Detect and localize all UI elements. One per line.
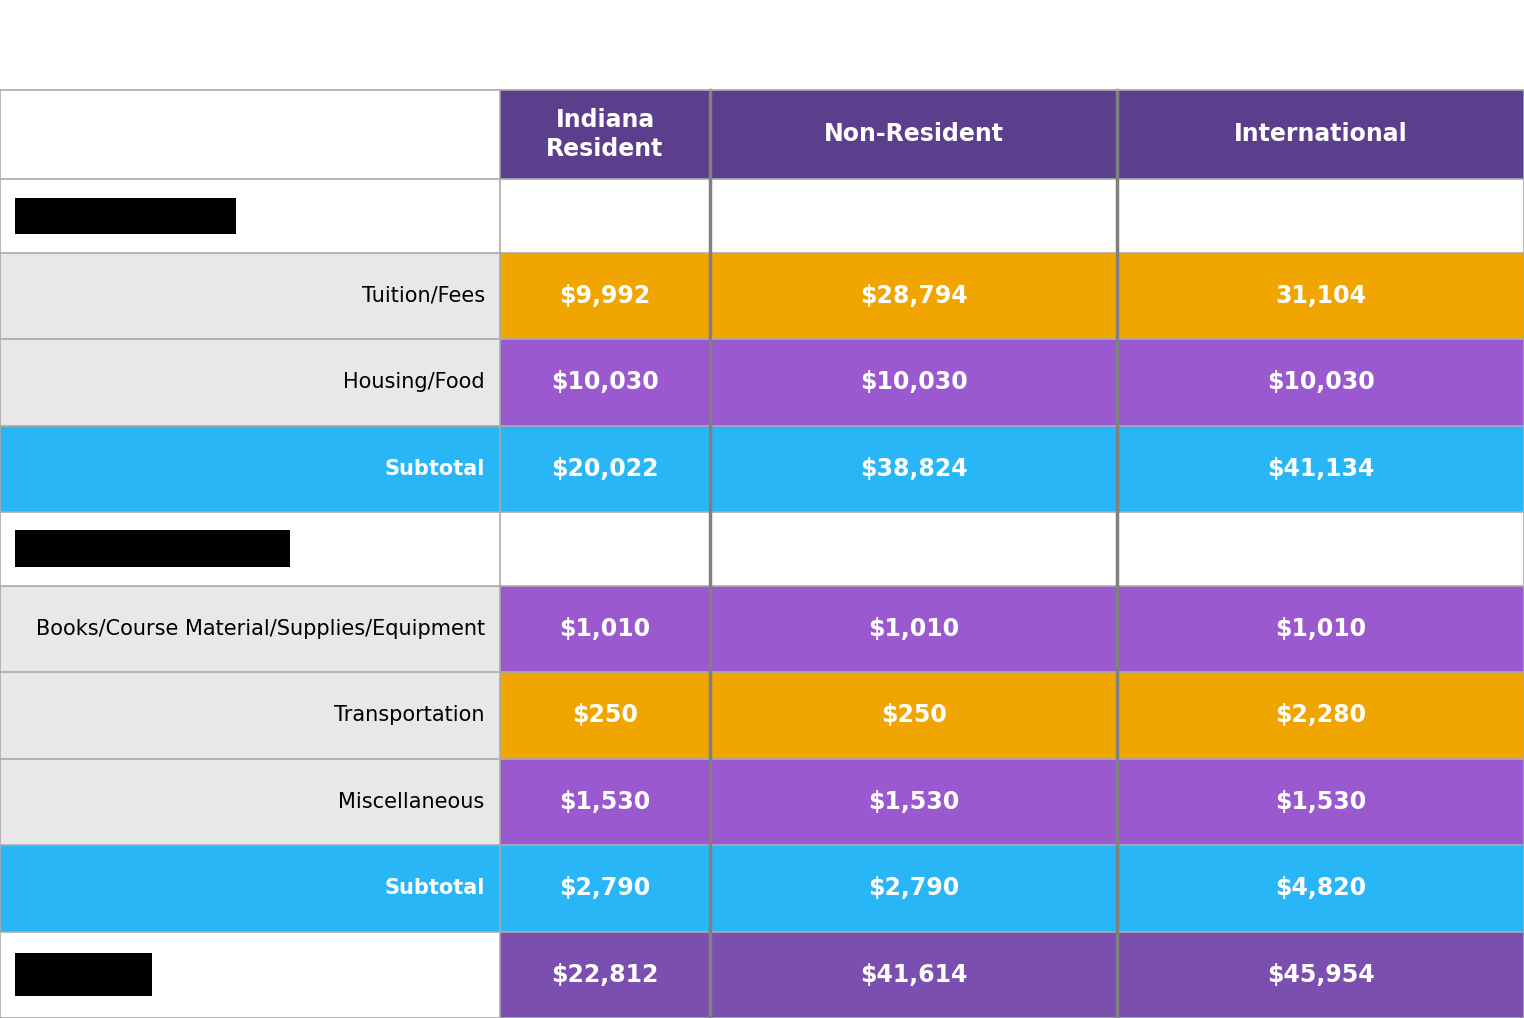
Bar	[0, 179, 500, 252]
Bar	[15, 530, 290, 567]
Bar	[710, 0, 1117, 90]
Bar	[0, 512, 500, 585]
Text: $41,134: $41,134	[1266, 457, 1375, 480]
Bar	[500, 426, 710, 512]
Bar	[1117, 426, 1524, 512]
Bar	[500, 845, 710, 931]
Bar	[0, 672, 500, 758]
Bar	[710, 931, 1117, 1018]
Text: Non-Resident: Non-Resident	[823, 122, 1004, 147]
Bar	[710, 339, 1117, 426]
Text: International: International	[1233, 122, 1408, 147]
Text: Indiana
Resident: Indiana Resident	[546, 108, 664, 161]
Text: $41,614: $41,614	[860, 963, 968, 986]
Bar	[500, 339, 710, 426]
Bar	[500, 179, 710, 252]
Text: $2,280: $2,280	[1276, 703, 1366, 727]
Bar	[710, 179, 1117, 252]
Bar	[710, 512, 1117, 585]
Bar	[710, 252, 1117, 339]
Text: $28,794: $28,794	[860, 284, 968, 307]
Text: $1,530: $1,530	[869, 790, 959, 813]
Bar	[500, 252, 710, 339]
Bar	[500, 0, 710, 90]
Bar	[1117, 90, 1524, 179]
Bar	[710, 90, 1117, 179]
Text: $10,030: $10,030	[860, 371, 968, 394]
Text: $38,824: $38,824	[860, 457, 968, 480]
Bar	[15, 953, 152, 997]
Bar	[500, 512, 710, 585]
Text: Subtotal: Subtotal	[384, 879, 485, 898]
Text: $10,030: $10,030	[1266, 371, 1375, 394]
Bar	[500, 931, 710, 1018]
Bar	[710, 585, 1117, 672]
Bar	[0, 845, 500, 931]
Bar	[1117, 931, 1524, 1018]
Bar	[1117, 252, 1524, 339]
Bar	[1117, 0, 1524, 90]
Text: $1,530: $1,530	[1276, 790, 1366, 813]
Bar	[0, 931, 500, 1018]
Text: Books/Course Material/Supplies/Equipment: Books/Course Material/Supplies/Equipment	[35, 619, 485, 639]
Bar	[1117, 179, 1524, 252]
Bar	[0, 758, 500, 845]
Text: $250: $250	[881, 703, 946, 727]
Text: $1,010: $1,010	[869, 617, 959, 641]
Bar	[0, 339, 500, 426]
Bar	[500, 585, 710, 672]
Text: $9,992: $9,992	[559, 284, 651, 307]
Text: Housing/Food: Housing/Food	[343, 373, 485, 392]
Bar	[1117, 585, 1524, 672]
Bar	[1117, 512, 1524, 585]
Text: Transportation: Transportation	[334, 705, 485, 726]
Text: $22,812: $22,812	[552, 963, 658, 986]
Text: $2,790: $2,790	[869, 876, 959, 900]
Text: $2,790: $2,790	[559, 876, 651, 900]
Bar	[15, 197, 236, 234]
Text: $4,820: $4,820	[1276, 876, 1366, 900]
Bar	[1117, 758, 1524, 845]
Text: Miscellaneous: Miscellaneous	[338, 792, 485, 811]
Text: Subtotal: Subtotal	[384, 459, 485, 478]
Bar	[1117, 339, 1524, 426]
Bar	[1117, 672, 1524, 758]
Bar	[710, 845, 1117, 931]
Bar	[710, 426, 1117, 512]
Bar	[0, 90, 500, 179]
Bar	[710, 672, 1117, 758]
Bar	[500, 672, 710, 758]
Bar	[0, 252, 500, 339]
Text: 31,104: 31,104	[1276, 284, 1366, 307]
Bar	[0, 0, 500, 90]
Bar	[0, 585, 500, 672]
Text: $1,010: $1,010	[559, 617, 651, 641]
Text: $1,010: $1,010	[1276, 617, 1366, 641]
Text: $1,530: $1,530	[559, 790, 651, 813]
Bar	[0, 426, 500, 512]
Bar	[500, 758, 710, 845]
Bar	[500, 90, 710, 179]
Bar	[1117, 845, 1524, 931]
Text: $20,022: $20,022	[552, 457, 658, 480]
Text: $250: $250	[572, 703, 639, 727]
Bar	[710, 758, 1117, 845]
Text: Tuition/Fees: Tuition/Fees	[361, 286, 485, 306]
Text: $10,030: $10,030	[552, 371, 658, 394]
Text: $45,954: $45,954	[1266, 963, 1375, 986]
